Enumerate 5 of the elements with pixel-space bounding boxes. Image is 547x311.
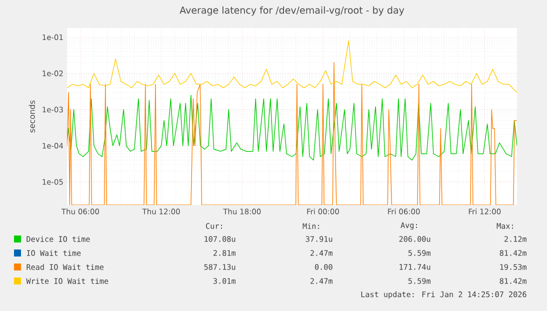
line-series [67,94,517,160]
y-axis-title: seconds [28,100,35,132]
line-series [67,62,517,205]
line-series [67,40,517,93]
chart-title: Average latency for /dev/email-vg/root - by day [180,6,404,16]
